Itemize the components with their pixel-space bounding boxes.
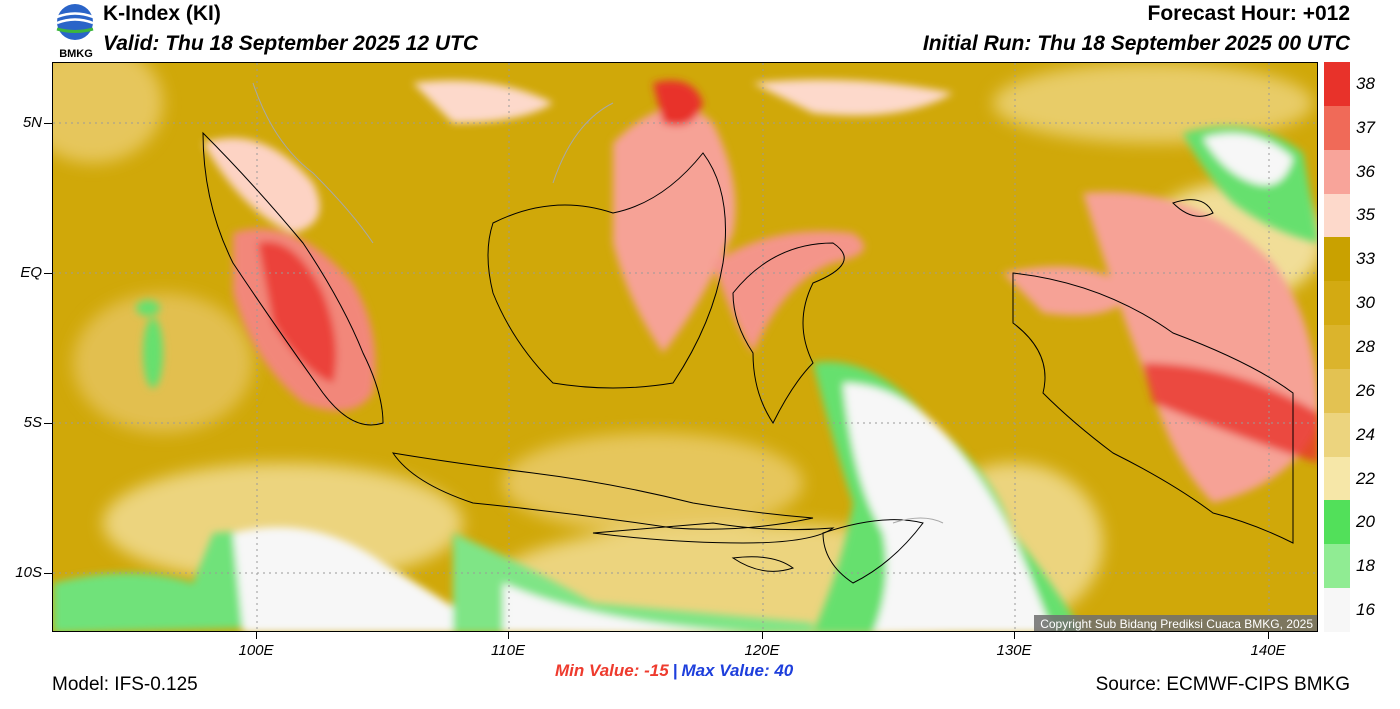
max-value: Max Value: 40 (681, 661, 794, 680)
valid-time: Valid: Thu 18 September 2025 12 UTC (103, 32, 479, 55)
coastlines (202, 131, 1294, 584)
lon-label-120e: 120E (744, 642, 780, 659)
lon-label-100e: 100E (238, 642, 274, 659)
lat-tick (44, 273, 52, 274)
colorbar-segment (1324, 500, 1350, 545)
value-separator: | (672, 661, 678, 680)
model-label: Model: IFS-0.125 (52, 674, 198, 695)
colorbar-label: 26 (1356, 380, 1375, 400)
colorbar-label: 22 (1356, 468, 1375, 488)
lat-tick (44, 123, 52, 124)
lon-tick (256, 632, 257, 639)
source-label: Source: ECMWF-CIPS BMKG (1095, 674, 1350, 695)
colorbar-segment (1324, 62, 1350, 106)
colorbar-label: 18 (1356, 556, 1375, 576)
initial-run: Initial Run: Thu 18 September 2025 00 UT… (922, 32, 1350, 55)
field-low-values (53, 126, 1317, 631)
map-panel: Copyright Sub Bidang Prediksi Cuaca BMKG… (52, 62, 1318, 632)
colorbar-segment (1324, 412, 1350, 457)
lon-label-110e: 110E (491, 642, 525, 659)
lat-tick (44, 423, 52, 424)
lat-label-5n: 5N (22, 114, 42, 131)
colorbar-label: 35 (1356, 205, 1375, 225)
colorbar-segment (1324, 456, 1350, 501)
colorbar-segment (1324, 237, 1350, 282)
lat-label-eq: EQ (20, 264, 42, 281)
colorbar-segment (1324, 281, 1350, 326)
colorbar-label: 30 (1356, 293, 1375, 313)
colorbar-label: 28 (1356, 337, 1375, 356)
lon-tick (508, 632, 509, 639)
min-max-values: Min Value: -15 | Max Value: 40 (555, 661, 793, 681)
colorbar-label: 36 (1356, 161, 1375, 181)
colorbar-segment (1324, 588, 1350, 632)
chart-title: K-Index (KI) (103, 2, 221, 25)
lon-tick (762, 632, 763, 639)
colorbar (1324, 62, 1350, 632)
colorbar-label: 38 (1356, 73, 1375, 93)
lon-tick (1268, 632, 1269, 639)
colorbar-segment (1324, 544, 1350, 589)
colorbar-label: 16 (1356, 600, 1375, 620)
colorbar-label: 20 (1356, 512, 1375, 532)
colorbar-segment (1324, 368, 1350, 413)
copyright-text: Copyright Sub Bidang Prediksi Cuaca BMKG… (1034, 615, 1317, 631)
lon-label-130e: 130E (996, 642, 1032, 659)
colorbar-segment (1324, 149, 1350, 194)
bmkg-logo: BMKG (52, 2, 100, 60)
lat-tick (44, 573, 52, 574)
colorbar-segment (1324, 325, 1350, 369)
colorbar-label: 33 (1356, 249, 1375, 269)
lon-label-140e: 140E (1250, 642, 1286, 659)
lat-label-5s: 5S (23, 414, 42, 431)
min-value: Min Value: -15 (555, 661, 669, 680)
map-gridlines (53, 63, 1317, 631)
forecast-hour: Forecast Hour: +012 (1147, 2, 1351, 25)
lat-label-10s: 10S (15, 564, 42, 581)
colorbar-label: 37 (1356, 117, 1375, 137)
colorbar-label: 24 (1356, 424, 1375, 444)
logo-text: BMKG (59, 48, 93, 60)
colorbar-segment (1324, 193, 1350, 238)
colorbar-segment (1324, 105, 1350, 150)
lon-tick (1014, 632, 1015, 639)
field-high-values (203, 79, 1317, 503)
borders (252, 82, 944, 524)
